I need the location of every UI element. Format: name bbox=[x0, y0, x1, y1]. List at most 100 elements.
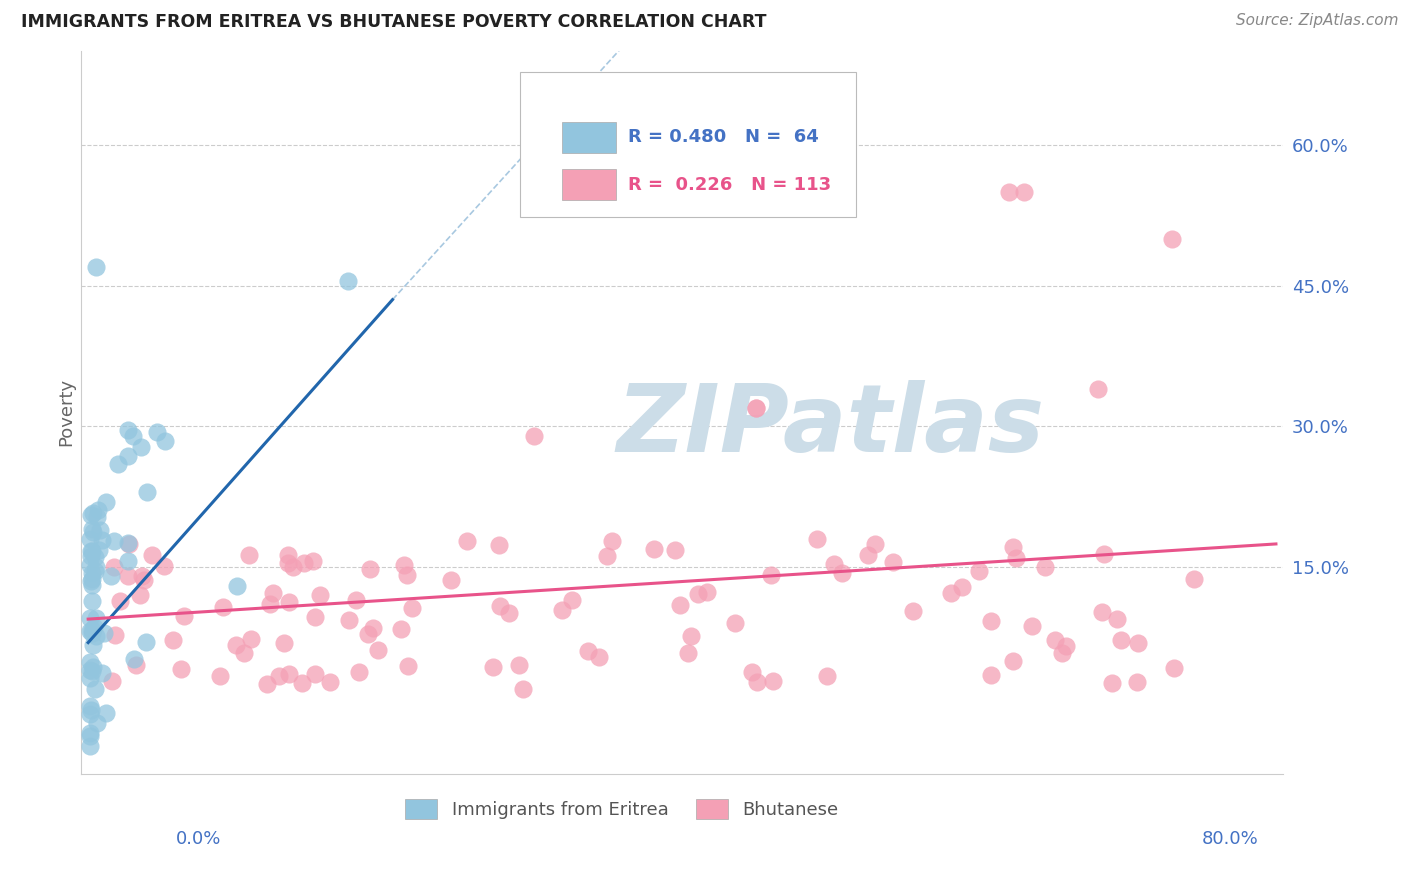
Point bbox=[256, 677, 278, 691]
Point bbox=[831, 566, 853, 580]
Point bbox=[561, 592, 583, 607]
Point bbox=[1043, 633, 1066, 648]
Point bbox=[600, 533, 623, 548]
Point bbox=[344, 593, 367, 607]
Point bbox=[318, 674, 340, 689]
Point bbox=[745, 401, 768, 415]
Point bbox=[82, 626, 104, 640]
Point bbox=[232, 646, 254, 660]
Point bbox=[440, 573, 463, 587]
Point bbox=[80, 574, 103, 588]
Text: ZIPatlas: ZIPatlas bbox=[616, 381, 1045, 473]
Point bbox=[456, 534, 478, 549]
Point bbox=[1182, 573, 1205, 587]
Point bbox=[79, 739, 101, 753]
Point bbox=[80, 566, 103, 580]
Point bbox=[162, 633, 184, 648]
Point bbox=[668, 598, 690, 612]
Point bbox=[1109, 633, 1132, 648]
Point bbox=[823, 557, 845, 571]
Point bbox=[211, 599, 233, 614]
Point bbox=[952, 580, 974, 594]
Point bbox=[82, 638, 104, 652]
Point bbox=[104, 628, 127, 642]
Text: 80.0%: 80.0% bbox=[1202, 830, 1258, 847]
Point bbox=[723, 615, 745, 630]
Point bbox=[277, 595, 299, 609]
Point bbox=[100, 569, 122, 583]
Point bbox=[292, 557, 315, 571]
Point bbox=[259, 598, 281, 612]
Point bbox=[117, 449, 139, 463]
Point bbox=[488, 538, 510, 552]
Point bbox=[86, 509, 108, 524]
Point bbox=[997, 185, 1019, 199]
Point bbox=[146, 425, 169, 440]
Y-axis label: Poverty: Poverty bbox=[58, 378, 75, 447]
Point bbox=[291, 676, 314, 690]
Point bbox=[80, 522, 103, 536]
Point bbox=[84, 560, 107, 574]
Point bbox=[361, 621, 384, 635]
Point bbox=[396, 658, 419, 673]
Point bbox=[83, 549, 105, 564]
Point bbox=[94, 706, 117, 720]
Point bbox=[522, 429, 544, 443]
Point bbox=[394, 558, 416, 573]
Point bbox=[1002, 654, 1025, 668]
Point bbox=[84, 260, 107, 274]
Text: IMMIGRANTS FROM ERITREA VS BHUTANESE POVERTY CORRELATION CHART: IMMIGRANTS FROM ERITREA VS BHUTANESE POV… bbox=[21, 13, 766, 31]
Point bbox=[1163, 661, 1185, 675]
Point bbox=[686, 587, 709, 601]
Point bbox=[277, 556, 299, 570]
Point bbox=[80, 544, 103, 558]
Point bbox=[304, 666, 326, 681]
Point bbox=[135, 635, 157, 649]
Point bbox=[389, 622, 412, 636]
Point bbox=[80, 578, 103, 592]
Point bbox=[281, 560, 304, 574]
Point bbox=[94, 494, 117, 508]
Point bbox=[173, 609, 195, 624]
Point bbox=[103, 533, 125, 548]
Point bbox=[86, 630, 108, 644]
Point bbox=[82, 594, 104, 608]
Point bbox=[262, 585, 284, 599]
Point bbox=[747, 675, 769, 690]
Point bbox=[80, 549, 103, 563]
Point bbox=[80, 508, 103, 522]
FancyBboxPatch shape bbox=[562, 169, 616, 201]
Point bbox=[107, 457, 129, 471]
Point bbox=[1105, 612, 1128, 626]
Point bbox=[91, 533, 114, 548]
Point bbox=[679, 629, 702, 643]
Point bbox=[79, 624, 101, 638]
Point bbox=[489, 599, 512, 613]
Point bbox=[80, 544, 103, 558]
Point bbox=[863, 537, 886, 551]
Point bbox=[82, 572, 104, 586]
Point bbox=[1033, 559, 1056, 574]
Point bbox=[741, 665, 763, 680]
Point bbox=[239, 632, 262, 646]
Point bbox=[1125, 674, 1147, 689]
Point bbox=[337, 613, 360, 627]
Point bbox=[882, 555, 904, 569]
Point bbox=[278, 666, 301, 681]
Point bbox=[238, 548, 260, 562]
Point bbox=[309, 588, 332, 602]
Point bbox=[596, 549, 619, 563]
Point bbox=[1012, 185, 1035, 199]
Point bbox=[83, 620, 105, 634]
Point bbox=[103, 560, 125, 574]
Point bbox=[117, 569, 139, 583]
Point bbox=[118, 537, 141, 551]
Point bbox=[209, 669, 232, 683]
Point bbox=[1126, 636, 1149, 650]
Point bbox=[304, 610, 326, 624]
Point bbox=[1054, 639, 1077, 653]
Point bbox=[273, 636, 295, 650]
Point bbox=[117, 423, 139, 437]
Point bbox=[87, 543, 110, 558]
Point bbox=[401, 601, 423, 615]
